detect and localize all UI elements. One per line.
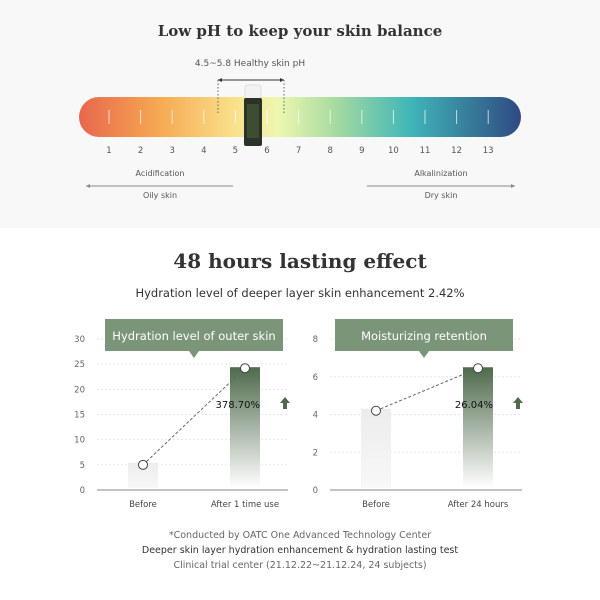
effect-subtitle: Hydration level of deeper layer skin enh… <box>135 286 465 300</box>
product-bottle-icon <box>244 84 262 146</box>
ph-scale-label: 13 <box>482 146 494 156</box>
oily-skin-label: Oily skin <box>142 191 178 200</box>
y-tick-label: 0 <box>313 486 318 496</box>
x-tick-label: Before <box>362 500 390 510</box>
chart-title-box <box>335 319 513 351</box>
data-point <box>240 363 250 374</box>
y-tick-label: 15 <box>74 411 85 421</box>
x-tick-label: After 1 time use <box>211 500 279 510</box>
footer-line-1: *Conducted by OATC One Advanced Technolo… <box>168 530 432 541</box>
ph-scale-label: 10 <box>387 146 399 156</box>
effect-title: 48 hours lasting effect <box>173 249 427 273</box>
data-point <box>138 459 148 470</box>
chart-title-box <box>105 319 283 351</box>
bar <box>463 367 493 488</box>
ph-scale-label: 3 <box>169 146 175 156</box>
ph-scale-label: 5 <box>232 146 239 156</box>
data-point <box>473 363 483 374</box>
footer-line-2: Deeper skin layer hydration enhancement … <box>141 545 459 556</box>
ph-scale-label: 12 <box>451 146 462 156</box>
dry-skin-label: Dry skin <box>424 191 458 200</box>
footer-line-3: Clinical trial center (21.12.22~21.12.24… <box>173 560 427 571</box>
ph-scale-label: 2 <box>137 146 144 156</box>
y-tick-label: 25 <box>74 360 85 370</box>
chart-title: Moisturizing retention <box>361 329 487 343</box>
y-tick-label: 5 <box>80 461 85 471</box>
data-point <box>371 405 381 416</box>
up-arrow-icon <box>513 397 523 409</box>
bar <box>361 408 391 488</box>
ph-scale <box>79 78 521 188</box>
ph-scale-label: 9 <box>359 146 365 156</box>
alkalinization-label: Alkalinization <box>414 169 468 178</box>
ph-scale-label: 8 <box>327 146 333 156</box>
y-tick-label: 6 <box>313 373 318 383</box>
ph-gradient-bar <box>79 97 521 137</box>
y-tick-label: 4 <box>313 411 318 421</box>
ph-scale-label: 11 <box>419 146 431 156</box>
increase-percent: 26.04% <box>455 400 493 411</box>
x-tick-label: Before <box>129 500 157 510</box>
chart-outer-hydration: 0 5 10 15 20 25 30 Before After 1 time use Hydrat… <box>74 319 290 510</box>
up-arrow-icon <box>280 397 290 409</box>
ph-scale-label: 1 <box>106 146 112 156</box>
bar <box>230 367 260 488</box>
y-tick-label: 2 <box>313 448 318 458</box>
x-tick-label: After 24 hours <box>448 500 509 510</box>
y-tick-label: 20 <box>74 385 85 395</box>
chart-title: Hydration level of outer skin <box>112 329 275 343</box>
y-tick-label: 30 <box>74 335 85 345</box>
y-tick-label: 10 <box>74 436 85 446</box>
trend-line <box>375 367 479 412</box>
ph-scale-label: 4 <box>201 146 207 156</box>
trend-line <box>142 367 246 466</box>
healthy-ph-label: 4.5~5.8 Healthy skin pH <box>194 59 306 69</box>
acidification-label: Acidification <box>135 169 185 178</box>
y-tick-label: 8 <box>313 335 318 345</box>
ph-scale-label: 7 <box>295 146 302 156</box>
ph-title: Low pH to keep your skin balance <box>157 22 443 40</box>
y-tick-label: 0 <box>80 486 85 496</box>
increase-percent: 378.70% <box>216 400 261 411</box>
ph-scale-label: 6 <box>264 146 270 156</box>
chart-moisturizing-retention: 0 2 4 6 8 Before After 24 hours Moisturizing re… <box>313 319 523 510</box>
